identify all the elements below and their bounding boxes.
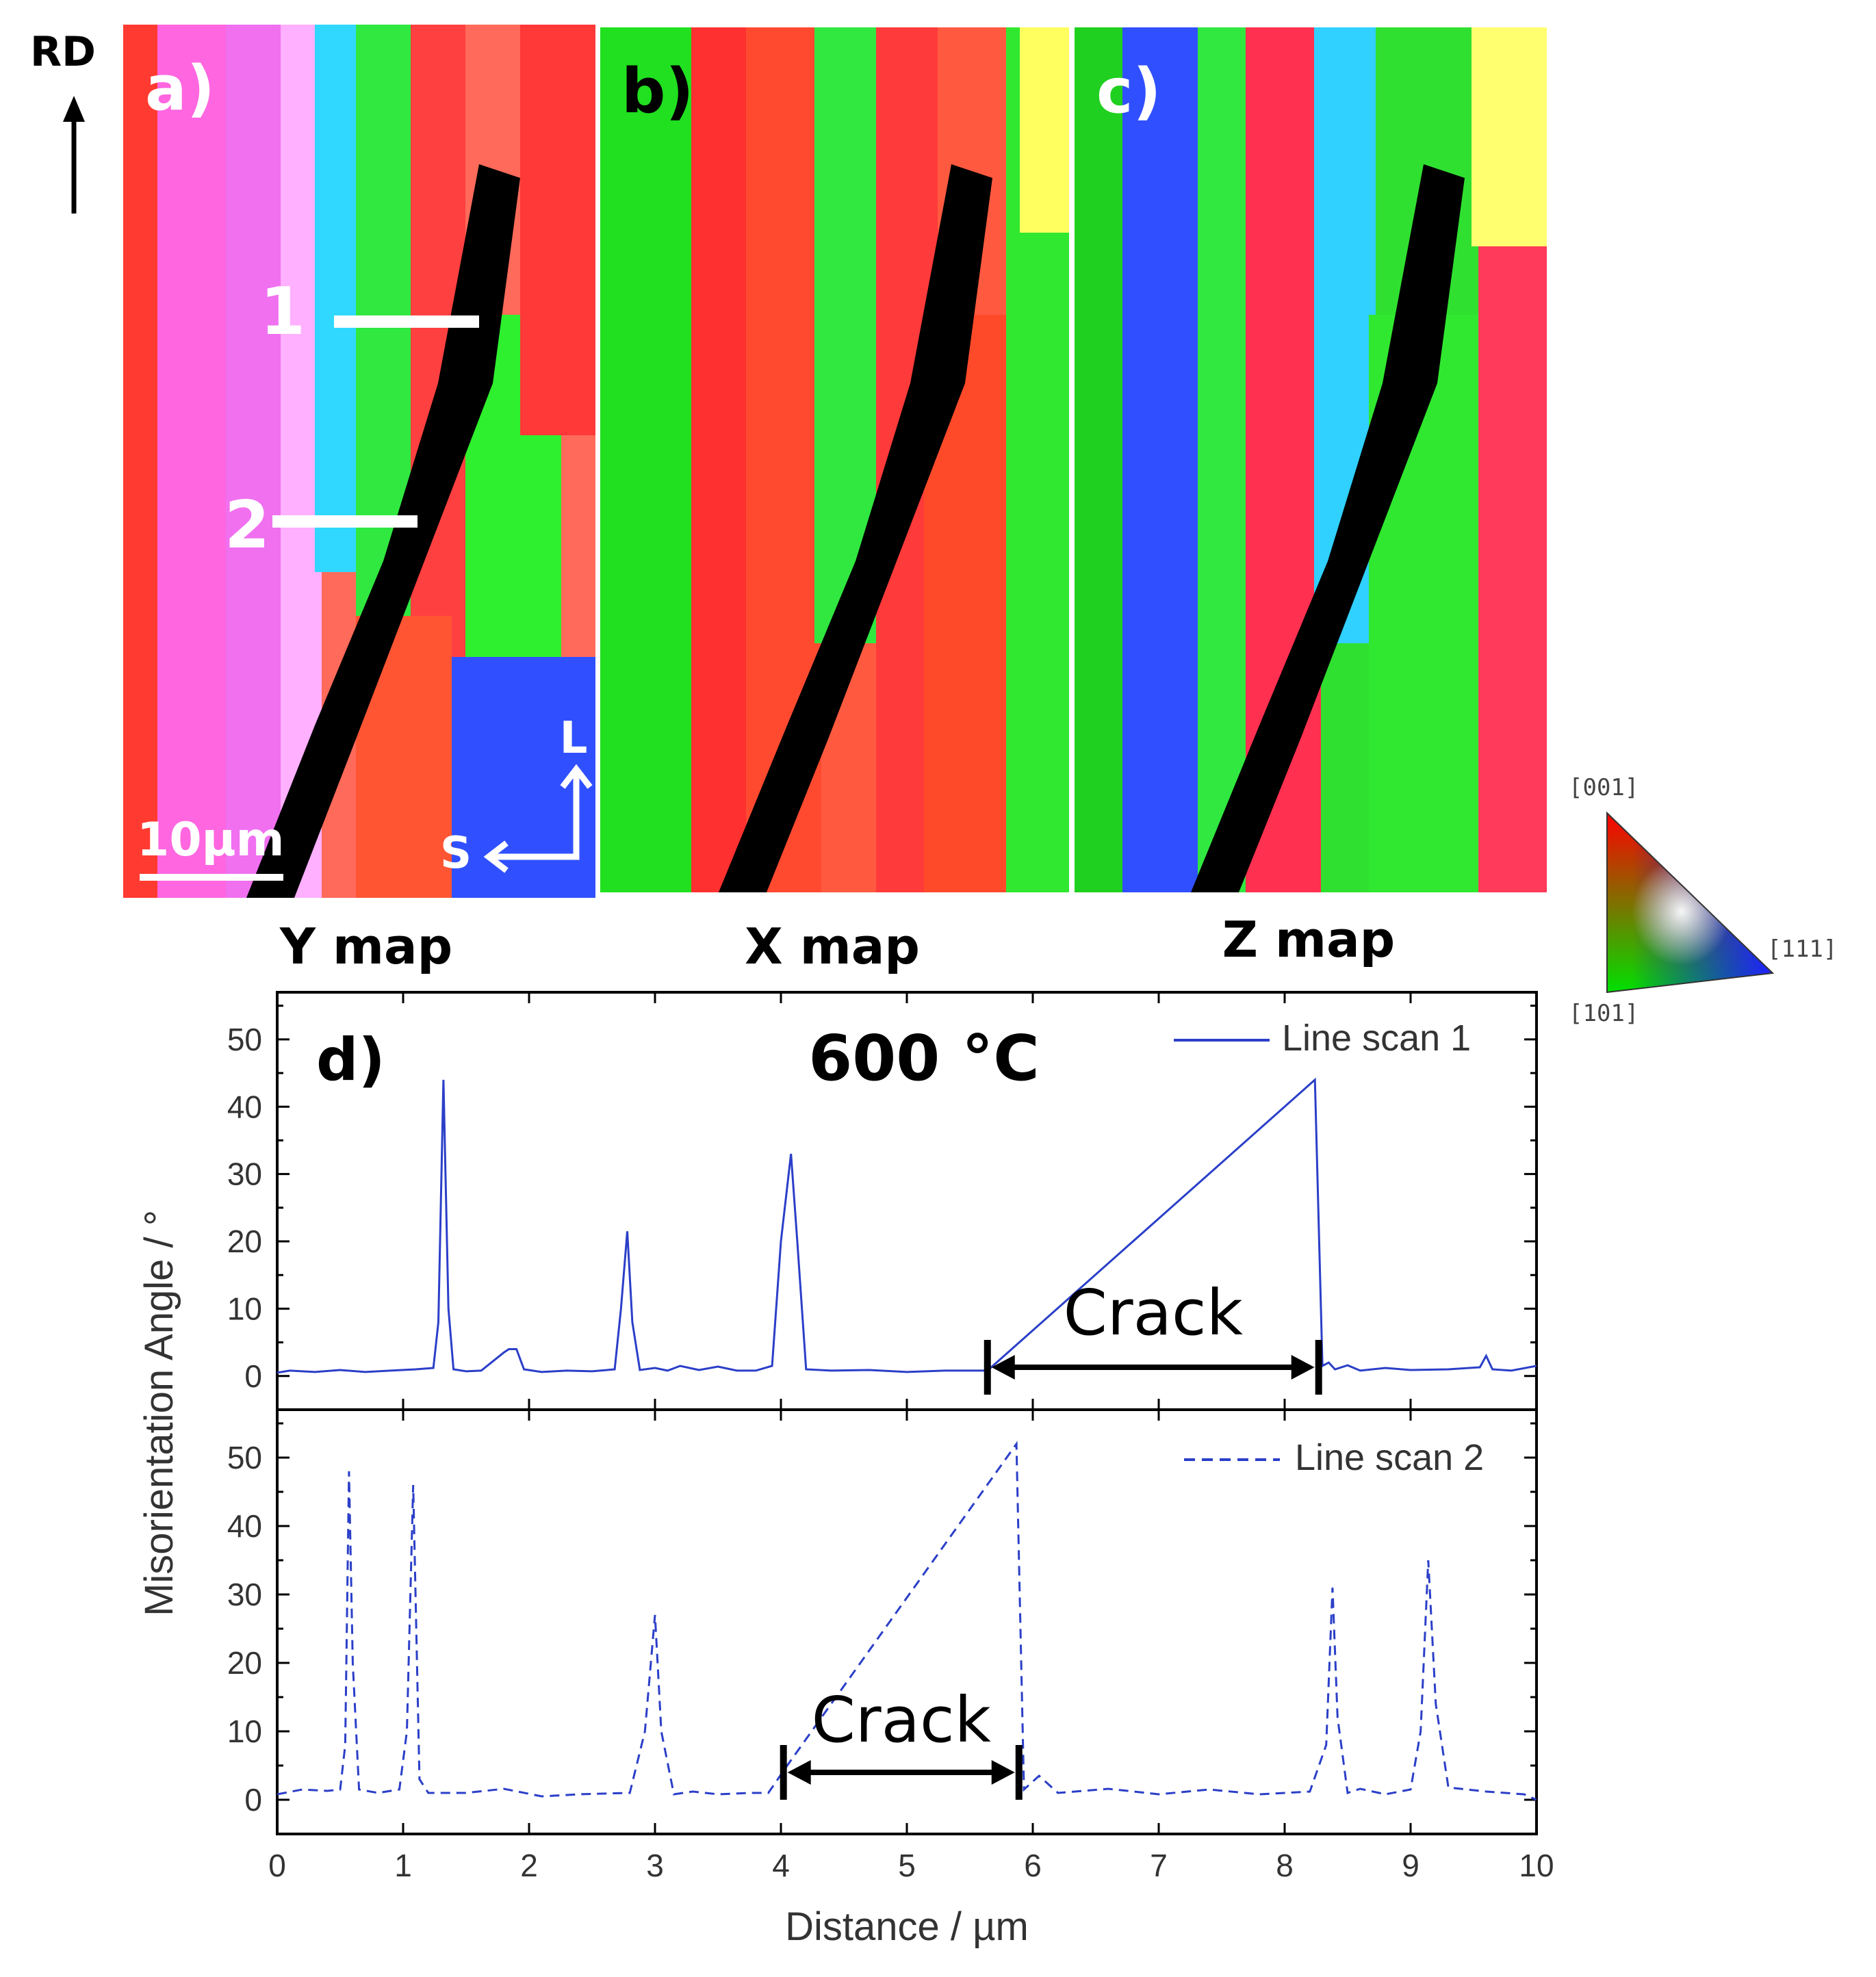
series-line-1 [277, 1077, 1537, 1374]
x-tick-label: 1 [394, 1848, 412, 1883]
x-tick-label: 7 [1150, 1848, 1168, 1883]
x-tick-label: 10 [1519, 1848, 1554, 1883]
x-tick-label: 6 [1024, 1848, 1042, 1883]
crack-arrow-left [991, 1355, 1015, 1380]
x-axis-label: Distance / µm [785, 1904, 1029, 1949]
y-tick-label: 20 [227, 1224, 262, 1259]
caption-z-map: Z map [1222, 911, 1395, 968]
scale-bar-label: 10µm [137, 813, 285, 867]
x-tick-label: 0 [268, 1848, 286, 1883]
y-tick-label: 50 [227, 1440, 262, 1475]
chart-title: 600 °C [808, 1022, 1040, 1095]
axis-label-s: S [440, 828, 472, 879]
map-panel-a [123, 25, 595, 898]
y-tick-label: 10 [227, 1291, 262, 1326]
x-tick-label: 9 [1402, 1848, 1419, 1883]
chart-panel-label: d) [316, 1026, 385, 1094]
map-panel-c [1075, 27, 1547, 892]
y-axis-label: Misorientation Angle / ° [137, 1210, 181, 1616]
panel-label-c: c) [1096, 55, 1161, 127]
ipf-label-001: [001] [1569, 774, 1639, 801]
y-tick-label: 30 [227, 1577, 262, 1612]
axis-label-l: L [560, 713, 588, 764]
line-label-2: 2 [224, 488, 270, 563]
ipf-label-101: [101] [1569, 1000, 1639, 1027]
panel-label-a: a) [145, 53, 215, 125]
panel-label-b: b) [621, 55, 694, 127]
y-tick-label: 50 [227, 1022, 262, 1057]
y-tick-label: 30 [227, 1157, 262, 1192]
series-line-2 [277, 1440, 1537, 1801]
axis-arrowhead-s [483, 840, 509, 873]
chart-d: 0 1 2 3 4 5 6 7 8 9 10 0 10 20 30 40 50 0 10 20 30 40 50 Crack… [137, 991, 1554, 1949]
crack-arrow-right [991, 1760, 1015, 1785]
y-tick-label: 20 [227, 1645, 262, 1681]
axes-arrows [493, 773, 580, 860]
crack-arrow-right [1291, 1355, 1315, 1380]
x-tick-label: 8 [1276, 1848, 1294, 1883]
legend-label-2: Line scan 2 [1295, 1437, 1484, 1478]
rd-label: RD [30, 28, 96, 76]
x-tick-label: 3 [646, 1848, 664, 1883]
x-tick-label: 4 [772, 1848, 790, 1883]
y-tick-label: 40 [227, 1089, 262, 1124]
map-panel-b [600, 27, 1069, 892]
crack-label: Crack [1064, 1276, 1244, 1349]
y-tick-label: 0 [244, 1358, 262, 1394]
rd-arrow-head [63, 96, 85, 122]
caption-y-map: Y map [279, 918, 452, 975]
axis-arrowhead-l [560, 764, 593, 789]
x-tick-label: 5 [898, 1848, 916, 1883]
crack-label: Crack [812, 1683, 992, 1757]
line-label-1: 1 [260, 274, 305, 350]
y-tick-label: 0 [244, 1782, 262, 1818]
crack-arrow-left [787, 1760, 811, 1785]
legend-label-1: Line scan 1 [1282, 1018, 1471, 1059]
y-tick-label: 40 [227, 1508, 262, 1544]
x-tick-label: 2 [520, 1848, 538, 1883]
y-tick-label: 10 [227, 1714, 262, 1749]
ipf-color-key: [001] [111] [101] [1569, 774, 1837, 1027]
caption-x-map: X map [745, 918, 920, 975]
ipf-label-111: [111] [1767, 935, 1837, 963]
